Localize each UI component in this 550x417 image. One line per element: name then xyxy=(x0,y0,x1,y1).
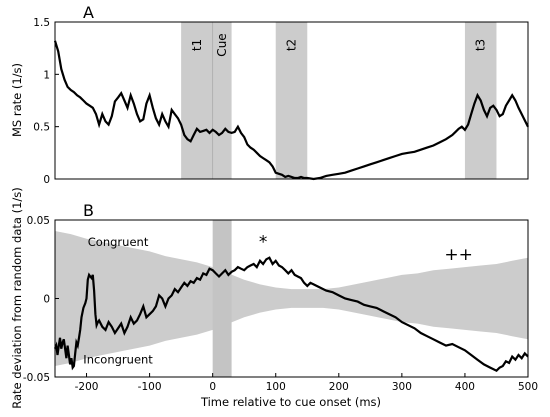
panel-b-annotations: Congruent Incongruent * ++ xyxy=(83,233,473,367)
cue-window xyxy=(212,220,232,377)
x-tick-label: 100 xyxy=(266,381,286,393)
y-tick-label: 0.05 xyxy=(27,215,50,227)
panel-a-ms-rate-line xyxy=(53,40,529,181)
y-tick-label: 0.5 xyxy=(33,122,50,134)
y-tick-label: 1 xyxy=(43,69,50,81)
window-label-t3: t3 xyxy=(474,39,488,51)
window-label-t1: t1 xyxy=(190,39,204,51)
panel-a: t1 Cue t2 t3 0 0.5 1 1.5 A MS rate (1/s) xyxy=(10,3,529,186)
panel-a-y-axis-label: MS rate (1/s) xyxy=(10,63,24,137)
panel-a-shaded-windows xyxy=(181,22,497,179)
panel-b-y-ticks: -0.05 0 0.05 xyxy=(23,215,59,384)
panel-b-x-ticks: -200 -100 0 100 200 300 400 500 xyxy=(75,373,538,393)
y-tick-label: 0 xyxy=(43,174,50,186)
panel-b-random-data-band xyxy=(55,231,528,366)
shaded-window-t1 xyxy=(181,22,213,179)
panel-b-letter: B xyxy=(83,201,94,220)
panel-b-rate-deviation-line xyxy=(53,256,529,373)
significance-star: * xyxy=(259,233,268,253)
shaded-window-cue xyxy=(212,22,232,179)
incongruent-label: Incongruent xyxy=(83,353,153,367)
x-tick-label: 0 xyxy=(209,381,216,393)
x-tick-label: 400 xyxy=(455,381,475,393)
panel-a-window-labels: t1 Cue t2 t3 xyxy=(190,33,488,56)
panel-b-y-axis-label: Rate deviation from random data (1/s) xyxy=(10,187,24,409)
panel-b-x-axis-label: Time relative to cue onset (ms) xyxy=(200,395,381,409)
panel-a-y-ticks: 0 0.5 1 1.5 xyxy=(33,17,59,186)
panel-a-frame xyxy=(54,21,529,180)
window-label-cue: Cue xyxy=(215,33,229,56)
panel-b: -0.05 0 0.05 -200 -100 0 100 200 300 400 500 Cong… xyxy=(10,187,538,409)
panel-b-cue-window xyxy=(212,220,232,377)
y-tick-label: 0 xyxy=(43,294,50,306)
x-tick-label: -200 xyxy=(75,381,99,393)
y-tick-label: 1.5 xyxy=(33,17,50,29)
shaded-window-t2 xyxy=(275,22,308,179)
x-tick-label: 500 xyxy=(518,381,538,393)
congruent-label: Congruent xyxy=(88,235,149,249)
significance-plus-plus: ++ xyxy=(444,245,473,265)
panel-a-letter: A xyxy=(83,3,94,22)
x-tick-label: 200 xyxy=(329,381,349,393)
x-tick-label: 300 xyxy=(392,381,412,393)
x-tick-label: -100 xyxy=(138,381,162,393)
y-tick-label: -0.05 xyxy=(23,372,50,384)
window-label-t2: t2 xyxy=(285,39,299,51)
